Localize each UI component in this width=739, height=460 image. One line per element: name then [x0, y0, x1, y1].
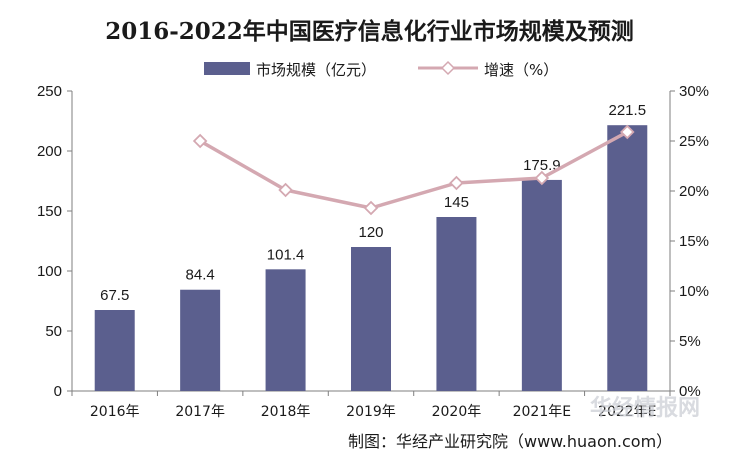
growth-point-4: [449, 175, 464, 191]
bar-value-label: 101.4: [267, 246, 305, 263]
growth-point-3: [363, 200, 379, 216]
bar-series: 67.5 84.4 101.4 120 145 175.9 221.5: [94, 102, 648, 391]
bar-value-label: 145: [444, 194, 469, 211]
y-left-tick-label: 200: [37, 143, 62, 160]
bar-3: [351, 247, 391, 391]
bar-5: [521, 179, 562, 391]
bar-4: [436, 217, 477, 391]
legend-bar-swatch: [204, 62, 250, 75]
x-tick-label: 2017年: [175, 404, 225, 420]
x-tick-label: 2022年E: [598, 404, 656, 420]
axes: 0 50 100 150 200 250 0% 5% 10% 15% 20% 25% 30% 2016年 2…: [37, 83, 709, 420]
growth-line: [199, 130, 629, 210]
x-tick-label: 2020年: [432, 404, 482, 420]
y-right-tick-label: 25%: [679, 133, 709, 150]
x-tick-label: 2021年E: [513, 404, 571, 420]
y-left-tick-label: 100: [37, 263, 62, 280]
x-tick-label: 2016年: [90, 404, 140, 420]
watermark: 华经情报网: [590, 395, 700, 421]
y-right-tick-label: 20%: [679, 183, 709, 200]
bar-value-label: 120: [358, 224, 383, 241]
y-right-tick-label: 0%: [679, 383, 701, 400]
x-tick-label: 2019年: [346, 404, 396, 420]
y-left-tick-label: 250: [37, 83, 62, 100]
bar-0: [94, 310, 135, 391]
bar-value-label: 221.5: [609, 102, 647, 119]
y-left-tick-label: 50: [45, 323, 62, 340]
growth-point-5: [534, 170, 550, 186]
growth-point-2: [278, 182, 293, 198]
y-right-tick-label: 30%: [679, 83, 709, 100]
bar-1: [180, 289, 221, 391]
y-right-tick-label: 5%: [679, 333, 701, 350]
bar-value-label: 175.9: [523, 157, 561, 174]
legend-marker-icon: [440, 60, 456, 76]
bar-value-label: 84.4: [186, 267, 215, 284]
x-tick-label: 2018年: [261, 404, 311, 420]
y-right-tick-label: 15%: [679, 233, 709, 250]
legend-bar-label: 市场规模（亿元）: [256, 61, 376, 79]
y-left-tick-label: 0: [54, 383, 62, 400]
growth-point-6: [620, 124, 635, 140]
growth-point-1: [192, 133, 208, 149]
bar-2: [265, 269, 306, 391]
y-left-tick-label: 150: [37, 203, 62, 220]
legend-line-label: 增速（%）: [484, 61, 558, 79]
source-note: 制图：华经产业研究院（www.huaon.com）: [348, 432, 672, 451]
chart-title: 2016-2022年中国医疗信息化行业市场规模及预测: [105, 18, 634, 45]
growth-line-series: [192, 124, 635, 216]
legend: 市场规模（亿元） 增速（%）: [204, 60, 558, 79]
bar-value-label: 67.5: [100, 287, 129, 304]
y-right-tick-label: 10%: [679, 283, 709, 300]
bar-6: [607, 125, 648, 391]
